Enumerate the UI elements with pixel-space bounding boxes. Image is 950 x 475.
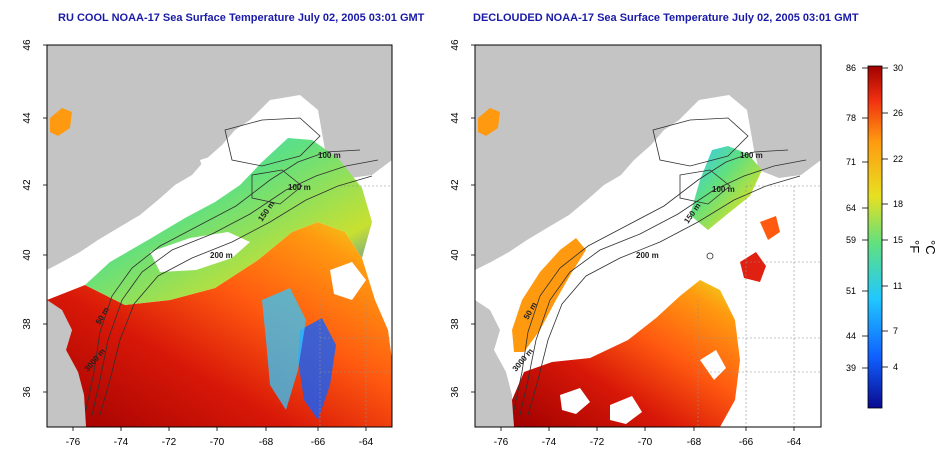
map-axes: -76 -74 -72 -70 -68 -66 -64 46 44 42 40 38 36 -76 -74 -… <box>22 39 802 448</box>
right-panel-title: DECLOUDED NOAA-17 Sea Surface Temperatur… <box>473 12 859 24</box>
right-map-frame <box>474 44 822 428</box>
right-land-mass <box>475 45 821 270</box>
y-tick-label: 42 <box>22 179 33 191</box>
colorbar: °F °C 86 78 71 64 59 51 44 39 30 26 22 18 15 11 7 4 <box>846 63 938 409</box>
right-cool-patch <box>690 146 762 230</box>
right-cloud-gap <box>700 350 726 380</box>
fahrenheit-tick-label: 39 <box>846 363 856 373</box>
contour-label: 100 m <box>740 151 763 160</box>
celsius-tick-label: 11 <box>893 281 902 291</box>
celsius-tick-label: 30 <box>893 63 903 73</box>
right-cloud-gap <box>610 396 642 424</box>
celsius-tick-label: 18 <box>893 199 903 209</box>
x-tick-label: -76 <box>494 437 509 448</box>
left-land-south <box>47 300 86 427</box>
right-warm-water <box>512 280 740 427</box>
left-cloud-gap <box>200 150 250 180</box>
fahrenheit-tick-label: 59 <box>846 235 856 245</box>
x-tick-label: -66 <box>311 437 326 448</box>
left-map-frame <box>46 44 393 428</box>
fahrenheit-tick-label: 64 <box>846 203 856 213</box>
fahrenheit-tick-label: 51 <box>846 286 856 296</box>
celsius-tick-label: 15 <box>893 235 903 245</box>
left-cloud-gap <box>150 232 250 272</box>
right-graticule <box>697 185 821 427</box>
y-tick-label: 36 <box>22 386 33 398</box>
colorbar-fahrenheit-label: °F <box>907 240 922 253</box>
left-cold-patch <box>298 318 336 420</box>
right-cloud-gap <box>560 388 590 414</box>
y-tick-label: 42 <box>450 179 461 191</box>
x-tick-label: -70 <box>638 437 653 448</box>
y-tick-label: 36 <box>450 386 461 398</box>
contour-label: 100 m <box>288 183 311 192</box>
left-graticule <box>319 185 392 427</box>
y-tick-label: 40 <box>450 249 461 261</box>
left-cloud-gap <box>330 262 366 300</box>
contour-label: 100 m <box>712 185 735 194</box>
fahrenheit-tick-label: 44 <box>846 331 856 341</box>
colorbar-scale <box>867 65 883 409</box>
x-tick-label: -74 <box>542 437 557 448</box>
y-tick-label: 46 <box>450 39 461 51</box>
left-map: 100 m 100 m 150 m 200 m 50 m 3000 m <box>46 44 393 428</box>
left-land-mass <box>47 45 392 270</box>
celsius-tick-label: 22 <box>893 154 903 164</box>
x-tick-label: -68 <box>259 437 274 448</box>
y-tick-label: 44 <box>22 112 33 124</box>
right-bathymetry-contours <box>513 117 807 416</box>
y-tick-label: 46 <box>22 39 33 51</box>
x-tick-label: -64 <box>359 437 374 448</box>
colorbar-celsius-label: °C <box>923 240 938 255</box>
celsius-tick-label: 4 <box>893 362 898 372</box>
contour-label: 200 m <box>636 251 659 260</box>
x-tick-label: -66 <box>739 437 754 448</box>
right-offshore-patch <box>760 216 780 240</box>
x-tick-label: -74 <box>114 437 129 448</box>
left-bathymetry-contours <box>85 117 379 416</box>
y-tick-label: 38 <box>450 318 461 330</box>
left-cyan-band <box>262 288 306 410</box>
right-coastal-patch <box>478 108 500 136</box>
celsius-tick-label: 7 <box>893 326 898 336</box>
fahrenheit-tick-label: 86 <box>846 63 856 73</box>
x-tick-label: -68 <box>687 437 702 448</box>
x-tick-label: -76 <box>66 437 81 448</box>
y-tick-label: 44 <box>450 112 461 124</box>
right-land-south <box>475 300 514 427</box>
colorbar-ticks: 86 78 71 64 59 51 44 39 30 26 22 18 15 11 7 4 <box>846 63 903 373</box>
x-tick-label: -64 <box>787 437 802 448</box>
contour-label: 200 m <box>210 251 233 260</box>
fahrenheit-tick-label: 71 <box>846 157 856 167</box>
left-coastal-patch <box>50 108 72 136</box>
right-map: 100 m 100 m 150 m 200 m 50 m 3000 m <box>474 44 822 428</box>
right-offshore-patch <box>740 252 766 282</box>
celsius-tick-label: 26 <box>893 108 903 118</box>
x-tick-label: -72 <box>162 437 177 448</box>
x-tick-label: -72 <box>590 437 605 448</box>
left-panel-title: RU COOL NOAA-17 Sea Surface Temperature … <box>58 12 425 24</box>
x-tick-label: -70 <box>210 437 225 448</box>
fahrenheit-tick-label: 78 <box>846 113 856 123</box>
y-tick-label: 38 <box>22 318 33 330</box>
y-tick-label: 40 <box>22 249 33 261</box>
contour-label: 100 m <box>318 151 341 160</box>
